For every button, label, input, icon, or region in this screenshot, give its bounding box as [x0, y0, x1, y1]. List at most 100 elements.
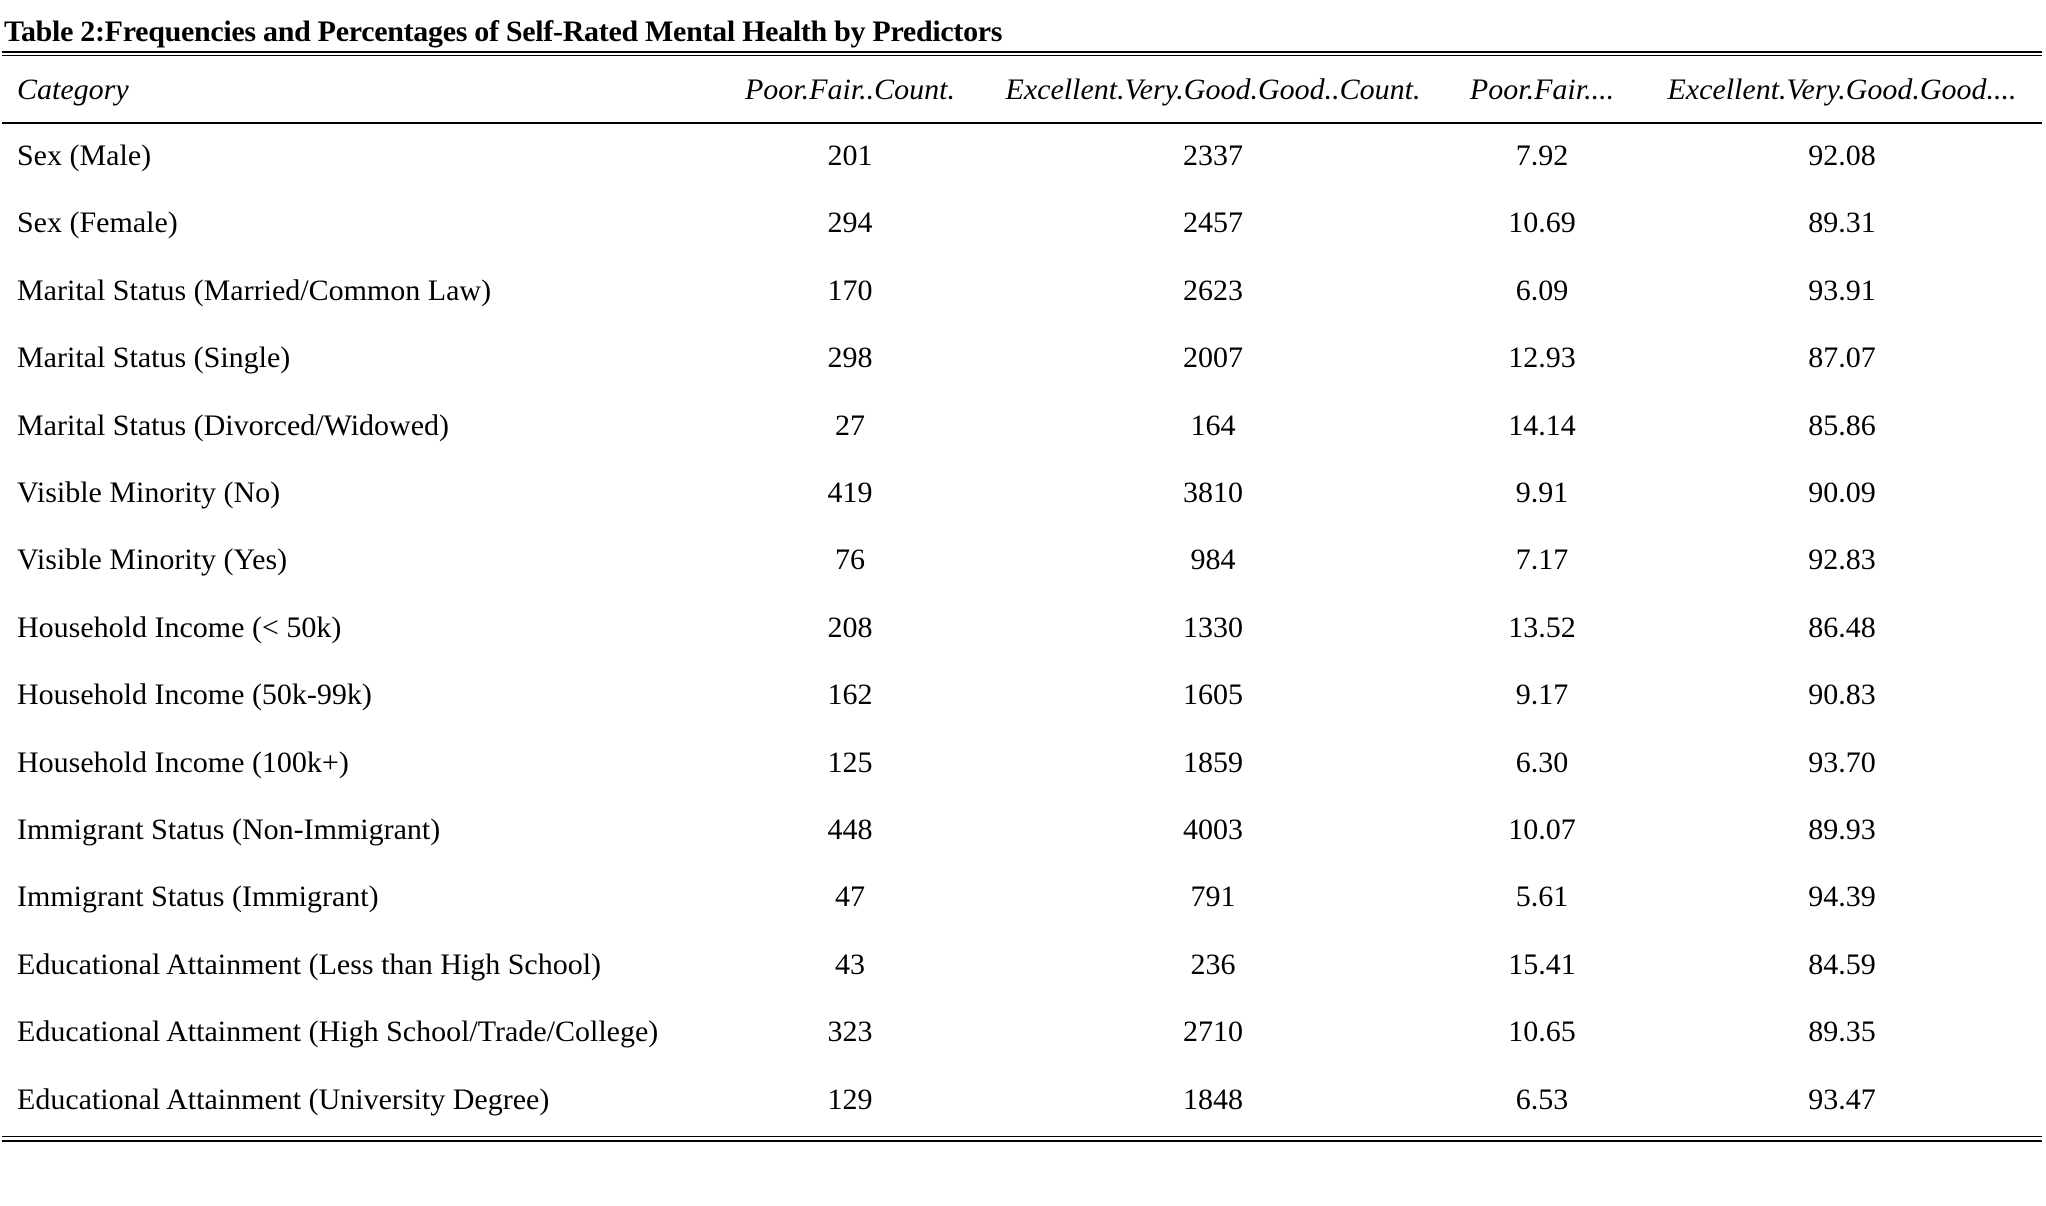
cell-category: Immigrant Status (Non-Immigrant) — [17, 813, 441, 846]
table-row: Sex (Female) 294 2457 10.69 89.31 — [0, 199, 2046, 247]
cell-category: Visible Minority (Yes) — [17, 543, 288, 576]
cell-excellent-good-percent: 89.35 — [1808, 1015, 1876, 1048]
cell-poor-fair-percent: 10.07 — [1508, 813, 1576, 846]
cell-excellent-good-count: 236 — [1190, 948, 1236, 981]
cell-excellent-good-percent: 87.07 — [1808, 341, 1876, 374]
cell-poor-fair-percent: 10.69 — [1508, 206, 1576, 239]
cell-poor-fair-percent: 13.52 — [1508, 611, 1576, 644]
cell-excellent-good-count: 1848 — [1183, 1083, 1243, 1116]
table-row: Educational Attainment (High School/Trad… — [0, 1008, 2046, 1056]
cell-excellent-good-count: 2457 — [1183, 206, 1243, 239]
cell-excellent-good-percent: 92.08 — [1808, 139, 1876, 172]
column-header-excellent-good-count: Excellent.Very.Good.Good..Count. — [1005, 73, 1421, 106]
cell-category: Educational Attainment (Less than High S… — [17, 948, 602, 981]
cell-poor-fair-count: 419 — [827, 476, 873, 509]
cell-poor-fair-count: 162 — [827, 678, 873, 711]
cell-poor-fair-percent: 7.17 — [1515, 543, 1569, 576]
table-row: Marital Status (Married/Common Law) 170 26… — [0, 267, 2046, 315]
cell-poor-fair-count: 47 — [835, 880, 865, 913]
cell-category: Marital Status (Divorced/Widowed) — [17, 409, 450, 442]
table-caption: Table 2:Frequencies and Percentages of S… — [4, 15, 1003, 48]
cell-poor-fair-count: 323 — [827, 1015, 873, 1048]
table-row: Household Income (100k+) 125 1859 6.30 93.70 — [0, 739, 2046, 787]
table-row: Immigrant Status (Immigrant) 47 791 5.61 94.… — [0, 873, 2046, 921]
table-row: Marital Status (Divorced/Widowed) 27 164 14… — [0, 402, 2046, 450]
cell-excellent-good-count: 791 — [1190, 880, 1236, 913]
table-row: Sex (Male) 201 2337 7.92 92.08 — [0, 132, 2046, 180]
cell-category: Household Income (< 50k) — [17, 611, 342, 644]
column-header-category: Category — [17, 73, 129, 106]
cell-category: Educational Attainment (High School/Trad… — [17, 1015, 659, 1048]
cell-excellent-good-percent: 85.86 — [1808, 409, 1876, 442]
cell-excellent-good-percent: 90.09 — [1808, 476, 1876, 509]
top-rule — [2, 51, 2042, 53]
cell-poor-fair-count: 448 — [827, 813, 873, 846]
cell-excellent-good-count: 1605 — [1183, 678, 1243, 711]
cell-category: Marital Status (Single) — [17, 341, 291, 374]
cell-poor-fair-percent: 15.41 — [1508, 948, 1576, 981]
cell-excellent-good-percent: 86.48 — [1808, 611, 1876, 644]
cell-poor-fair-percent: 7.92 — [1515, 139, 1569, 172]
cell-excellent-good-percent: 93.91 — [1808, 274, 1876, 307]
cell-poor-fair-count: 129 — [827, 1083, 873, 1116]
table-row: Visible Minority (Yes) 76 984 7.17 92.83 — [0, 536, 2046, 584]
cell-category: Sex (Male) — [17, 139, 152, 172]
cell-category: Immigrant Status (Immigrant) — [17, 880, 379, 913]
cell-excellent-good-count: 2007 — [1183, 341, 1243, 374]
bottom-rule-thin — [2, 1136, 2042, 1137]
table-row: Educational Attainment (Less than High S… — [0, 941, 2046, 989]
cell-poor-fair-count: 27 — [835, 409, 865, 442]
cell-poor-fair-count: 170 — [827, 274, 873, 307]
cell-excellent-good-percent: 93.47 — [1808, 1083, 1876, 1116]
cell-excellent-good-percent: 93.70 — [1808, 746, 1876, 779]
cell-poor-fair-count: 298 — [827, 341, 873, 374]
cell-excellent-good-percent: 84.59 — [1808, 948, 1876, 981]
cell-poor-fair-count: 201 — [827, 139, 873, 172]
cell-excellent-good-count: 1330 — [1183, 611, 1243, 644]
cell-excellent-good-percent: 92.83 — [1808, 543, 1876, 576]
cell-poor-fair-percent: 14.14 — [1508, 409, 1576, 442]
table-row: Marital Status (Single) 298 2007 12.93 87.07 — [0, 334, 2046, 382]
table-header-row: Category Poor.Fair..Count. Excellent.Ver… — [0, 66, 2046, 114]
cell-excellent-good-count: 2337 — [1183, 139, 1243, 172]
column-header-poor-fair-count: Poor.Fair..Count. — [744, 73, 956, 106]
cell-poor-fair-percent: 6.30 — [1515, 746, 1569, 779]
top-rule-thin — [2, 55, 2042, 56]
cell-excellent-good-percent: 94.39 — [1808, 880, 1876, 913]
cell-excellent-good-percent: 89.31 — [1808, 206, 1876, 239]
cell-excellent-good-count: 984 — [1190, 543, 1236, 576]
cell-category: Marital Status (Married/Common Law) — [17, 274, 492, 307]
cell-excellent-good-count: 4003 — [1183, 813, 1243, 846]
cell-poor-fair-count: 294 — [827, 206, 873, 239]
cell-poor-fair-percent: 12.93 — [1508, 341, 1576, 374]
cell-category: Sex (Female) — [17, 206, 178, 239]
cell-poor-fair-percent: 6.09 — [1515, 274, 1569, 307]
cell-category: Visible Minority (No) — [17, 476, 281, 509]
table-row: Educational Attainment (University Degre… — [0, 1076, 2046, 1124]
cell-excellent-good-percent: 90.83 — [1808, 678, 1876, 711]
cell-poor-fair-count: 76 — [835, 543, 865, 576]
table-row: Immigrant Status (Non-Immigrant) 448 4003 1… — [0, 806, 2046, 854]
cell-excellent-good-percent: 89.93 — [1808, 813, 1876, 846]
cell-excellent-good-count: 2710 — [1183, 1015, 1243, 1048]
cell-poor-fair-percent: 9.17 — [1515, 678, 1569, 711]
header-rule — [2, 122, 2042, 124]
cell-excellent-good-count: 3810 — [1183, 476, 1243, 509]
cell-poor-fair-count: 43 — [835, 948, 865, 981]
bottom-rule — [2, 1140, 2042, 1142]
cell-poor-fair-percent: 5.61 — [1515, 880, 1569, 913]
cell-category: Household Income (100k+) — [17, 746, 349, 779]
table-row: Household Income (50k-99k) 162 1605 9.17 90.… — [0, 671, 2046, 719]
table-row: Visible Minority (No) 419 3810 9.91 90.09 — [0, 469, 2046, 517]
table-row: Household Income (< 50k) 208 1330 13.52 86.4… — [0, 604, 2046, 652]
cell-excellent-good-count: 1859 — [1183, 746, 1243, 779]
cell-poor-fair-percent: 9.91 — [1515, 476, 1569, 509]
cell-excellent-good-count: 2623 — [1183, 274, 1243, 307]
cell-excellent-good-count: 164 — [1190, 409, 1236, 442]
cell-poor-fair-count: 125 — [827, 746, 873, 779]
cell-poor-fair-percent: 6.53 — [1515, 1083, 1569, 1116]
column-header-poor-fair-percent: Poor.Fair.... — [1469, 73, 1615, 106]
cell-poor-fair-percent: 10.65 — [1508, 1015, 1576, 1048]
cell-category: Household Income (50k-99k) — [17, 678, 372, 711]
cell-poor-fair-count: 208 — [827, 611, 873, 644]
